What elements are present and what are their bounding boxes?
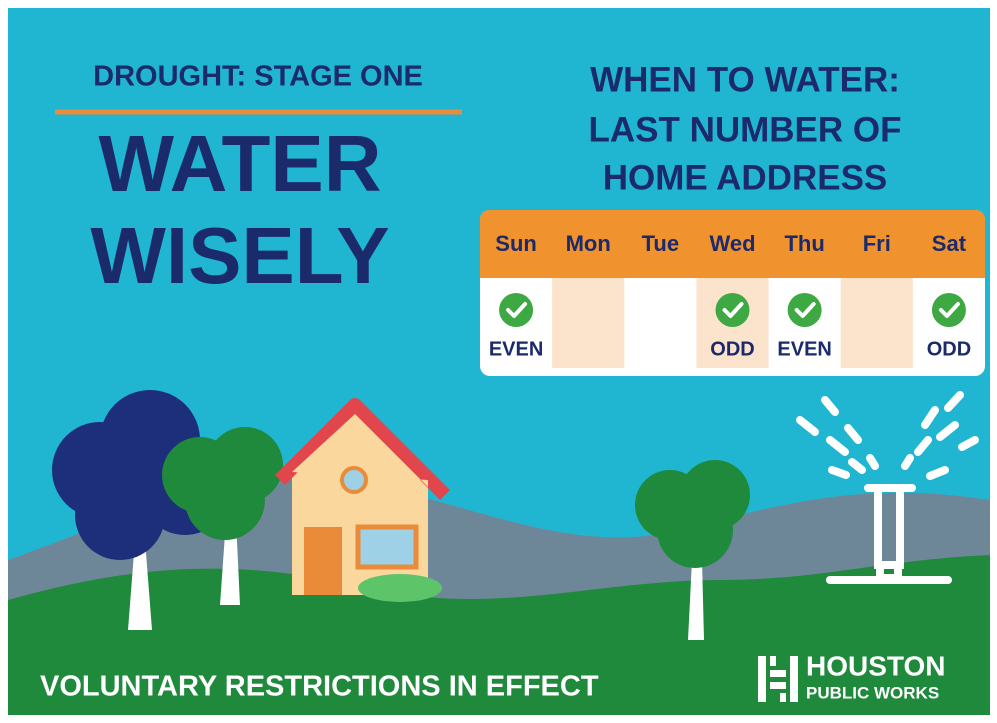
schedule-heading: HOME ADDRESS [603, 158, 888, 197]
day-cell [552, 278, 624, 368]
day-parity: ODD [710, 338, 754, 360]
title-line: WATER [99, 119, 382, 208]
schedule-heading: WHEN TO WATER: [590, 60, 900, 99]
schedule-heading: LAST NUMBER OF [588, 110, 901, 149]
day-name: Sat [932, 231, 967, 256]
stage-label: DROUGHT: STAGE ONE [93, 61, 423, 93]
day-parity: EVEN [777, 338, 831, 360]
check-icon [788, 293, 822, 327]
check-icon [932, 293, 966, 327]
day-parity: ODD [927, 338, 971, 360]
day-cell [841, 278, 913, 368]
logo-name: HOUSTON [806, 650, 946, 681]
schedule-table: Sun EVEN Mon Tue Wed ODD Thu EVEN Fri Sat ODD [480, 210, 985, 376]
check-icon [499, 293, 533, 327]
page: {"header": {"stage": "DROUGHT: STAGE ONE… [0, 0, 997, 723]
day-name: Sun [495, 231, 537, 256]
title-line: WISELY [90, 211, 389, 300]
day-name: Wed [709, 231, 755, 256]
poster: DROUGHT: STAGE ONE WATER WISELY WHEN TO … [0, 0, 997, 723]
day-name: Thu [784, 231, 824, 256]
check-icon [716, 293, 750, 327]
day-parity: EVEN [489, 338, 543, 360]
day-name: Fri [863, 231, 891, 256]
day-name: Mon [566, 231, 611, 256]
logo-subname: PUBLIC WORKS [806, 683, 939, 702]
footer-notice: VOLUNTARY RESTRICTIONS IN EFFECT [40, 671, 599, 703]
day-name: Tue [642, 231, 679, 256]
